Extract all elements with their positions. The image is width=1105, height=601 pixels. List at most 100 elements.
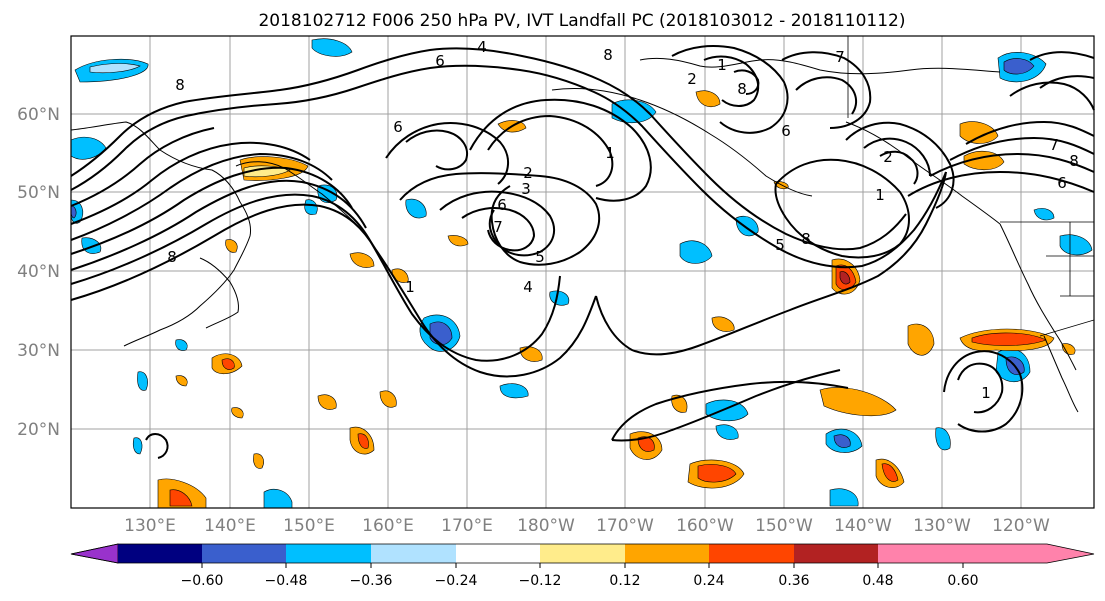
shade-negative <box>715 424 739 440</box>
pv-contour <box>781 51 872 129</box>
pv-contour <box>70 47 907 251</box>
pv-contour <box>405 129 468 171</box>
lon-label: 130°W <box>913 516 971 536</box>
shade-positive <box>697 464 737 483</box>
colorbar: −0.60 −0.48 −0.36 −0.24 −0.12 0.12 0.24 … <box>70 543 1095 589</box>
pv-contour <box>965 120 1095 145</box>
shade-positive <box>637 436 655 452</box>
contour-label: 8 <box>801 230 811 248</box>
colorbar-tick-label: −0.12 <box>519 573 562 589</box>
shade-negative <box>263 489 293 509</box>
pv-contour <box>845 121 955 209</box>
colorbar-tick-label: −0.60 <box>181 573 224 589</box>
contour-label: 5 <box>775 236 785 254</box>
pv-contour <box>70 127 215 207</box>
pv-contour <box>70 64 947 269</box>
colorbar-tick-label: 0.24 <box>693 573 724 589</box>
shade-positive <box>711 316 735 332</box>
pv-contour <box>1029 51 1095 61</box>
lon-label: 160°W <box>676 516 734 536</box>
lat-label: 30°N <box>17 341 60 361</box>
contour-label: 6 <box>435 52 445 70</box>
coastline-japan <box>199 257 239 329</box>
colorbar-ticks <box>201 563 964 568</box>
shade-negative <box>1033 208 1055 221</box>
shade-negative <box>705 399 749 422</box>
coastline-mexico <box>1043 335 1079 413</box>
lon-label: 120°W <box>992 516 1050 536</box>
shade-positive <box>253 453 264 469</box>
contour-label: 6 <box>781 122 791 140</box>
map-frame <box>70 35 1095 509</box>
shade-positive <box>839 271 851 285</box>
border-states <box>1046 222 1094 297</box>
colorbar-extend-low <box>70 543 119 564</box>
shade-positive <box>671 394 688 413</box>
coastline-arctic <box>639 57 1001 75</box>
longitude-labels: 130°E 140°E 150°E 160°E 170°E 180°W 170°… <box>124 516 1050 536</box>
shade-negative <box>499 383 529 399</box>
lat-label: 50°N <box>17 183 60 203</box>
contour-label: 7 <box>1049 136 1059 154</box>
shade-positive <box>169 489 193 507</box>
colorbar-segment <box>540 544 625 563</box>
pv-contour <box>879 150 919 185</box>
shade-positive <box>317 394 337 410</box>
shade-negative <box>1003 58 1035 75</box>
pv-contour <box>1039 75 1095 89</box>
lat-label: 60°N <box>17 105 60 125</box>
lon-label: 180°W <box>517 516 575 536</box>
pv-contour <box>70 141 311 225</box>
colorbar-segment <box>202 544 286 563</box>
pv-contours <box>70 45 1095 459</box>
contour-label: 8 <box>167 248 177 266</box>
shade-positive <box>907 323 935 356</box>
pv-contour <box>595 171 947 356</box>
shade-positive <box>379 390 397 408</box>
shade-negative <box>405 198 427 219</box>
contour-label: 6 <box>393 118 403 136</box>
colorbar-tick-label: −0.36 <box>350 573 393 589</box>
pv-contour <box>929 152 1095 177</box>
shade-negative <box>833 434 851 448</box>
contour-label: 7 <box>493 218 503 236</box>
pv-contour <box>943 350 1024 433</box>
contour-label: 8 <box>603 46 613 64</box>
contour-label: 3 <box>521 180 531 198</box>
political-borders <box>847 36 1095 337</box>
shade-negative <box>175 339 188 351</box>
colorbar-tick-label: 0.48 <box>862 573 893 589</box>
shade-negative <box>89 63 141 74</box>
pv-contour <box>439 190 556 257</box>
border-us-mexico <box>1039 319 1095 337</box>
lon-label: 140°W <box>834 516 892 536</box>
contour-label: 1 <box>405 278 415 296</box>
shade-negative <box>935 427 951 451</box>
colorbar-extend-high <box>963 544 1094 563</box>
shade-positive <box>695 90 721 107</box>
latitude-labels: 60°N 50°N 40°N 30°N 20°N <box>17 105 60 440</box>
shade-negative <box>304 199 318 215</box>
contour-label: 6 <box>497 196 507 214</box>
shade-positive <box>1061 343 1076 355</box>
pv-contour <box>863 137 931 177</box>
pv-contour <box>733 69 760 95</box>
shade-positive <box>231 407 244 419</box>
coastline-kamchatka <box>235 161 357 225</box>
pv-contour <box>70 166 353 255</box>
shade-negative <box>611 99 657 124</box>
colorbar-segment <box>371 544 456 563</box>
shade-negative <box>311 38 353 57</box>
shade-positive <box>357 433 369 449</box>
shade-positive <box>175 375 188 387</box>
coastline-alaska <box>551 88 813 197</box>
pv-contour <box>1009 81 1095 111</box>
lon-label: 170°E <box>441 516 493 536</box>
shade-positive <box>225 239 238 253</box>
pc-shading <box>70 38 1093 509</box>
lon-label: 150°W <box>755 516 813 536</box>
gridlines <box>71 36 1094 508</box>
lon-label: 150°E <box>283 516 335 536</box>
contour-label: 1 <box>981 384 991 402</box>
